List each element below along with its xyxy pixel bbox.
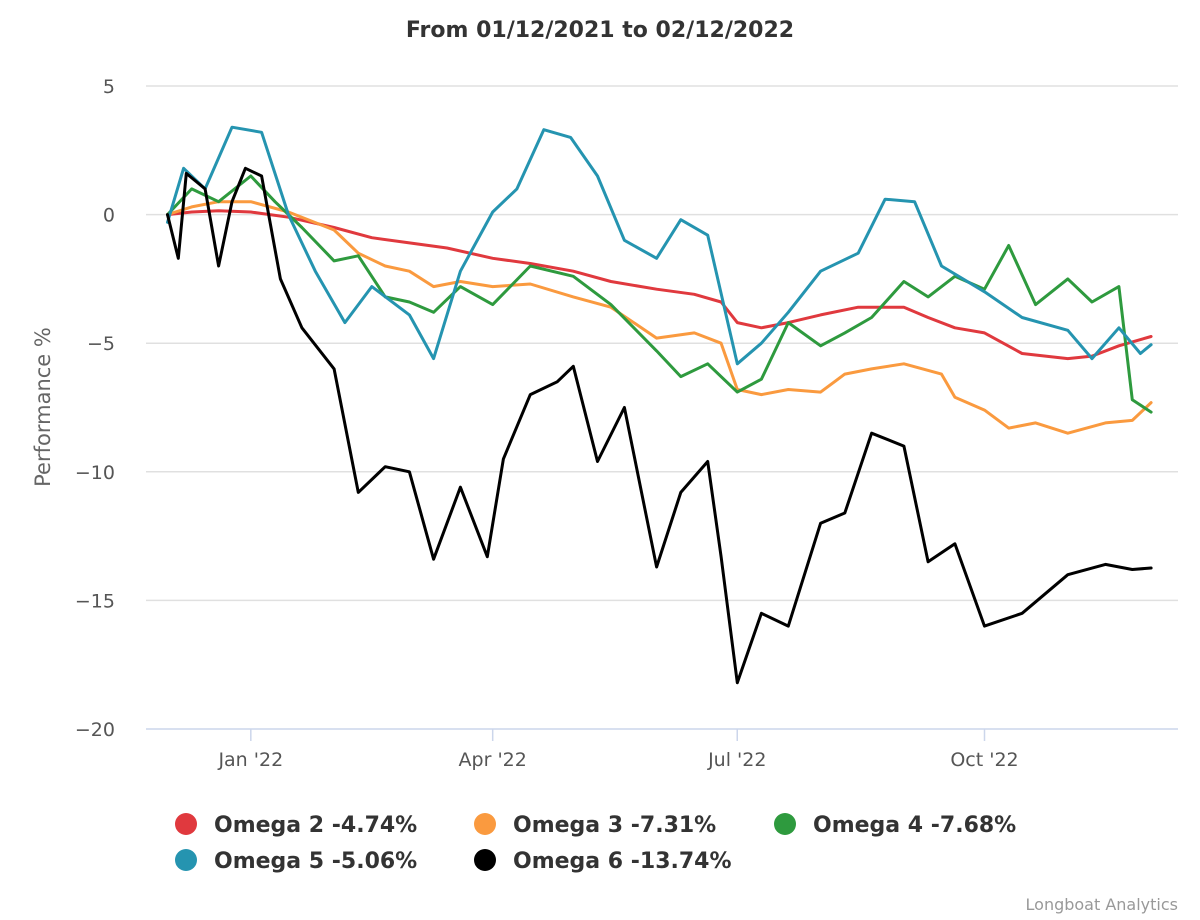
legend-marker: [175, 813, 197, 835]
legend-label: Omega 3 -7.31%: [513, 813, 716, 838]
series-line-3: [166, 174, 1153, 414]
legend-label: Omega 2 -4.74%: [214, 813, 417, 838]
legend-item-4[interactable]: Omega 5 -5.06%: [175, 849, 417, 874]
legend-label: Omega 5 -5.06%: [214, 849, 417, 874]
legend-item-3[interactable]: Omega 4 -7.68%: [774, 813, 1016, 838]
y-tick-label: −15: [75, 590, 115, 612]
credits-link[interactable]: Longboat Analytics: [1026, 895, 1178, 914]
y-tick-label: 0: [103, 205, 115, 227]
legend-marker: [474, 849, 496, 871]
x-axis: Jan '22 Apr '22 Jul '22 Oct '22: [146, 728, 1178, 771]
legend-label: Omega 4 -7.68%: [813, 813, 1016, 838]
legend-item-5[interactable]: Omega 6 -13.74%: [474, 849, 732, 874]
y-axis-label: Performance %: [31, 327, 55, 487]
legend-marker: [175, 849, 197, 871]
y-tick-label: 5: [103, 76, 115, 98]
series-line-2: [166, 200, 1153, 435]
y-tick-label: −10: [75, 462, 115, 484]
x-tick-label: Oct '22: [950, 749, 1018, 771]
legend-marker: [474, 813, 496, 835]
legend-label: Omega 6 -13.74%: [513, 849, 732, 874]
series-lines: [166, 125, 1153, 685]
chart-title: From 01/12/2021 to 02/12/2022: [406, 18, 794, 43]
x-tick-label: Jul '22: [707, 749, 766, 771]
series-line-5: [166, 166, 1153, 685]
y-axis-ticks: 5 0 −5 −10 −15 −20: [75, 76, 115, 741]
gridlines: [146, 85, 1178, 602]
x-tick-label: Jan '22: [217, 749, 283, 771]
legend-item-2[interactable]: Omega 3 -7.31%: [474, 813, 716, 838]
legend[interactable]: Omega 2 -4.74% Omega 3 -7.31% Omega 4 -7.6…: [175, 813, 1016, 874]
legend-marker: [774, 813, 796, 835]
series-line-4: [166, 125, 1153, 366]
x-tick-label: Apr '22: [459, 749, 527, 771]
legend-item-1[interactable]: Omega 2 -4.74%: [175, 813, 417, 838]
y-tick-label: −20: [75, 719, 115, 741]
y-tick-label: −5: [87, 333, 115, 355]
